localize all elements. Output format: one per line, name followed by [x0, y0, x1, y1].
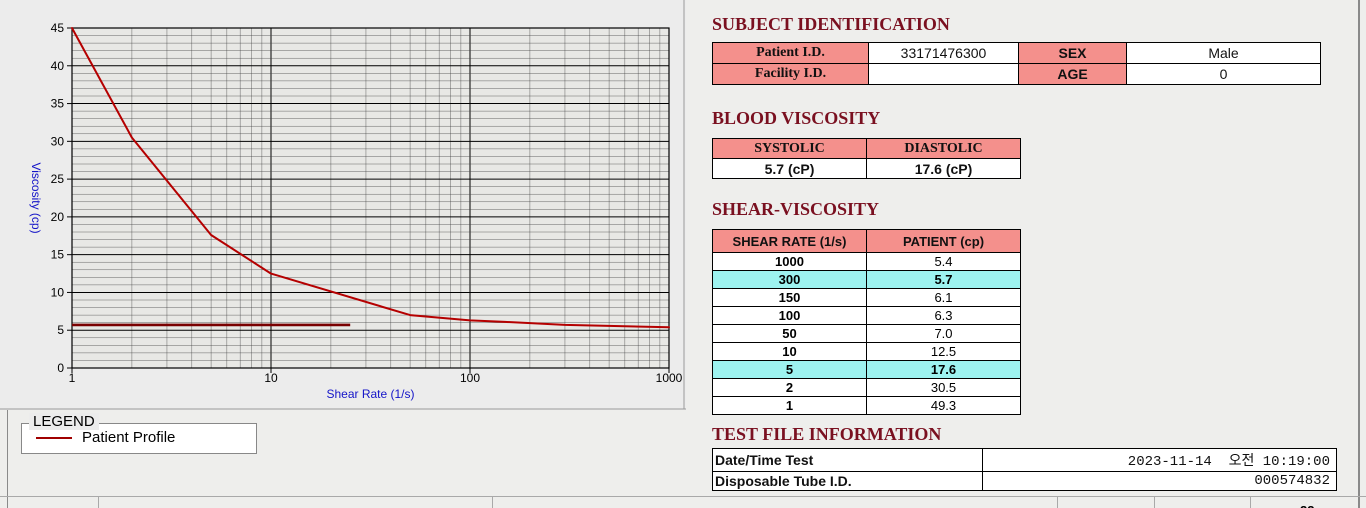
- svg-text:0: 0: [57, 361, 64, 375]
- svg-text:100: 100: [460, 371, 480, 385]
- svg-text:15: 15: [51, 248, 65, 262]
- svg-text:25: 25: [51, 172, 65, 186]
- svg-text:20: 20: [51, 210, 65, 224]
- svg-text:35: 35: [51, 97, 65, 111]
- svg-text:Shear Rate (1/s): Shear Rate (1/s): [326, 387, 414, 401]
- svg-text:1000: 1000: [656, 371, 683, 385]
- svg-text:40: 40: [51, 59, 65, 73]
- svg-text:1: 1: [69, 371, 76, 385]
- svg-text:5: 5: [57, 323, 64, 337]
- svg-text:10: 10: [51, 285, 65, 299]
- svg-text:30: 30: [51, 134, 65, 148]
- svg-text:Viscosity (cp): Viscosity (cp): [29, 162, 43, 233]
- svg-text:10: 10: [264, 371, 278, 385]
- svg-text:45: 45: [51, 21, 65, 35]
